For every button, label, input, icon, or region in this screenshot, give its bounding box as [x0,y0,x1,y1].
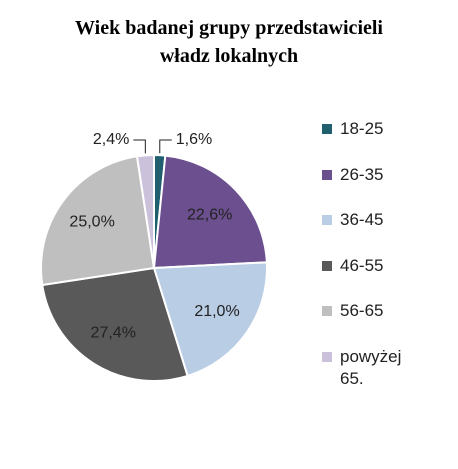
legend-swatch [322,306,332,316]
legend-swatch [322,169,332,180]
data-label: 22,6% [187,206,232,223]
pie-slice [41,266,189,382]
legend-label: 18-25 [340,119,384,138]
legend-label: 36-45 [340,210,384,229]
legend-item: 56-65 [322,300,442,346]
legend-label: 46-55 [340,255,384,275]
data-label: 1,6% [176,131,212,148]
pie-slice [135,153,155,269]
legend-label: 56-65 [340,301,384,320]
legend-swatch [322,124,332,134]
pie-slice [152,261,268,378]
legend-swatch [322,215,332,225]
data-label: 2,4% [93,131,129,148]
pie-slice [40,155,156,287]
legend-item: 36-45 [322,209,442,255]
legend-swatch [322,351,332,362]
legend-item: 18-25 [322,118,442,164]
legend-item: 46-55 [322,255,442,301]
legend: 18-25 26-35 36-45 46-55 56-65 powyżej 65. [322,118,442,391]
legend-label: 26-35 [340,164,384,184]
legend-item: powyżej 65. [322,346,442,392]
data-label: 27,4% [91,324,136,341]
data-label: 21,0% [194,303,239,320]
legend-label: powyżej 65. [340,346,402,388]
leader-line [133,139,146,154]
data-label: 25,0% [69,214,114,231]
legend-swatch [322,260,332,271]
chart-title: Wiek badanej grupy przedstawicieli władz… [75,17,383,67]
leader-line [159,139,172,154]
pie-slice [152,154,268,270]
legend-item: 26-35 [322,164,442,210]
